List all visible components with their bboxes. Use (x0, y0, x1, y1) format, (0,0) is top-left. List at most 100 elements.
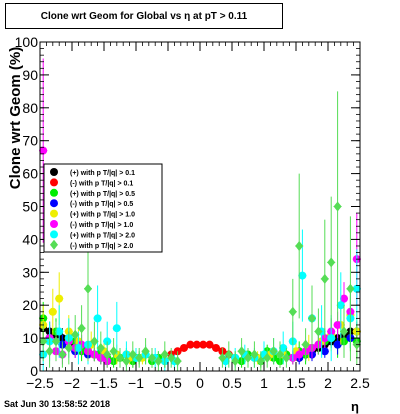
legend-marker (50, 209, 58, 218)
data-point (154, 356, 163, 367)
data-point (314, 326, 323, 337)
data-point (55, 294, 64, 303)
data-point (276, 349, 284, 360)
data-point (244, 352, 252, 363)
data-point (109, 346, 118, 357)
legend-marker (50, 188, 58, 197)
x-tick-label: −1.5 (90, 375, 118, 391)
data-point (263, 352, 272, 363)
x-tick-label: 2 (324, 375, 332, 391)
legend: (+) with p T/|q| > 0.1 (-) with p T/|q| >… (43, 163, 163, 253)
chart-title: Clone wrt Geom for Global vs η at pT > 0… (40, 10, 248, 22)
data-point (77, 323, 86, 334)
data-point (320, 273, 329, 284)
data-point (103, 349, 112, 360)
data-point (96, 342, 105, 353)
data-point (45, 346, 54, 357)
data-point (256, 356, 265, 367)
data-point (340, 326, 348, 337)
data-point (301, 339, 310, 350)
data-point (186, 340, 195, 349)
data-point (212, 343, 220, 352)
y-tick-label: 80 (22, 100, 38, 116)
data-point (84, 283, 92, 294)
y-tick-label: 50 (22, 199, 38, 215)
data-point (160, 349, 169, 360)
data-point (74, 343, 83, 352)
y-tick-label: 10 (22, 330, 38, 346)
data-point (173, 356, 182, 367)
data-point (135, 352, 144, 363)
data-point (52, 336, 60, 347)
data-point (55, 327, 64, 336)
data-point (333, 320, 342, 329)
y-tick-label: 100 (15, 34, 39, 50)
data-point (58, 349, 67, 360)
y-tick-label: 0 (30, 363, 38, 379)
data-point (39, 146, 48, 155)
data-point (122, 356, 131, 367)
legend-marker (50, 178, 58, 187)
legend-label: (+) with p T/|q| > 0.5 (70, 191, 135, 198)
data-point (295, 240, 304, 251)
axis-ticks: −2.5 −2 −1.5 −1 −0.5 0 0.5 1 1.5 2 2.5 0 10 20 30 40 50 6… (15, 34, 370, 391)
data-point (336, 301, 345, 310)
data-point (90, 336, 99, 347)
data-point (180, 343, 188, 352)
data-point (333, 201, 342, 212)
chart-title-box: Clone wrt Geom for Global vs η at pT > 0… (5, 3, 283, 29)
data-point (93, 314, 102, 323)
data-point (269, 346, 278, 357)
data-point (282, 352, 291, 363)
data-point (224, 349, 233, 360)
data-point (199, 340, 208, 349)
legend-marker (50, 230, 58, 239)
data-point (116, 352, 124, 363)
legend-label: (+) with p T/|q| > 2.0 (70, 232, 135, 239)
x-tick-label: 0 (196, 375, 204, 391)
y-tick-label: 30 (22, 264, 38, 280)
data-point (295, 350, 304, 359)
data-point (279, 343, 288, 352)
data-point (39, 336, 48, 347)
y-axis-label: Clone wrt Geom (%) (7, 47, 24, 190)
data-point (237, 346, 246, 357)
legend-label: (-) with p T/|q| > 0.5 (70, 201, 133, 208)
x-axis-label: η (351, 399, 359, 414)
legend-label: (+) with p T/|q| > 0.1 (70, 170, 135, 177)
data-point (112, 324, 121, 333)
legend-label: (+) with p T/|q| > 1.0 (70, 212, 135, 219)
x-tick-label: −2 (64, 375, 80, 391)
data-point (167, 352, 176, 363)
x-tick-label: 0.5 (222, 375, 242, 391)
data-layer (39, 58, 361, 371)
data-point (250, 349, 259, 360)
data-point (346, 283, 355, 294)
data-point (192, 340, 201, 349)
data-point (308, 313, 316, 324)
data-point (148, 352, 156, 363)
x-tick-label: 1.5 (286, 375, 306, 391)
timestamp-footer: Sat Jun 30 13:58:52 2018 (4, 399, 111, 409)
data-point (71, 329, 80, 340)
y-tick-label: 40 (22, 231, 38, 247)
x-tick-label: 2.5 (350, 375, 370, 391)
legend-marker (50, 199, 58, 208)
data-point (128, 349, 137, 360)
data-point (333, 340, 342, 349)
data-point (340, 294, 348, 303)
data-point (298, 271, 307, 280)
y-tick-label: 90 (22, 67, 38, 83)
data-point (141, 346, 150, 357)
legend-label: (-) with p T/|q| > 2.0 (70, 243, 133, 250)
data-point (48, 307, 57, 316)
data-point (352, 284, 361, 293)
data-point (64, 342, 73, 353)
x-tick-label: 1 (260, 375, 268, 391)
data-point (327, 334, 336, 343)
data-point (218, 352, 227, 363)
legend-marker (50, 220, 58, 228)
data-point (288, 306, 297, 317)
data-point (231, 356, 240, 367)
